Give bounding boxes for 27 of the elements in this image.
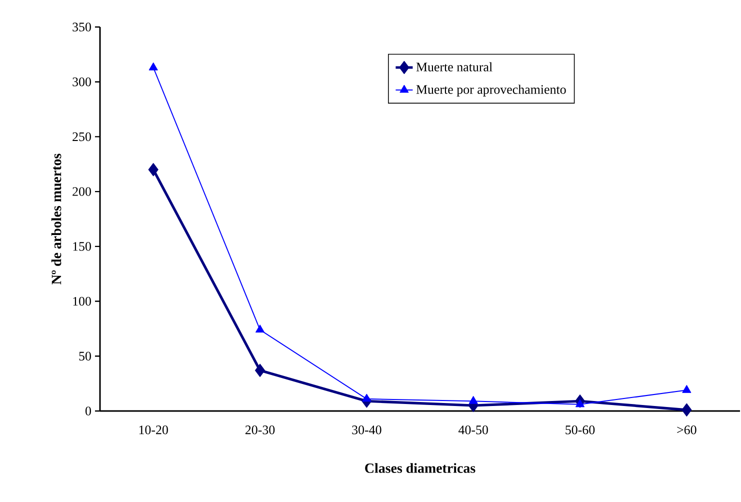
y-tick-label: 50: [79, 352, 91, 361]
y-tick-label: 250: [72, 132, 91, 142]
y-tick-label: 100: [73, 296, 91, 306]
x-tick-label: 30-40: [352, 426, 382, 434]
point: [148, 62, 158, 70]
x-tick-label: >60: [677, 426, 696, 434]
y-tick-label: 200: [72, 187, 91, 196]
y-axis-title: Nº de arboles muertos: [51, 154, 62, 284]
legend-label: Muerte por aprovechamiento: [416, 84, 566, 96]
point: [468, 396, 478, 404]
y-tick-label: 0: [86, 406, 91, 416]
x-tick-label: 40-50: [458, 426, 488, 434]
point: [575, 399, 585, 408]
point: [362, 394, 372, 402]
x-axis-title: Clases diametricas: [365, 463, 476, 473]
y-tick-label: 350: [72, 22, 91, 32]
point: [682, 403, 692, 417]
point: [682, 384, 692, 393]
x-tick-label: 20-30: [245, 426, 275, 434]
point: [255, 324, 265, 333]
x-tick-label: 50-60: [566, 426, 595, 434]
point: [148, 162, 158, 176]
point: [254, 364, 266, 378]
x-tick-label: 10-20: [139, 426, 168, 434]
y-tick-label: 150: [73, 242, 91, 251]
legend-label: Muerte natural: [416, 62, 492, 72]
y-tick-label: 300: [72, 77, 91, 86]
